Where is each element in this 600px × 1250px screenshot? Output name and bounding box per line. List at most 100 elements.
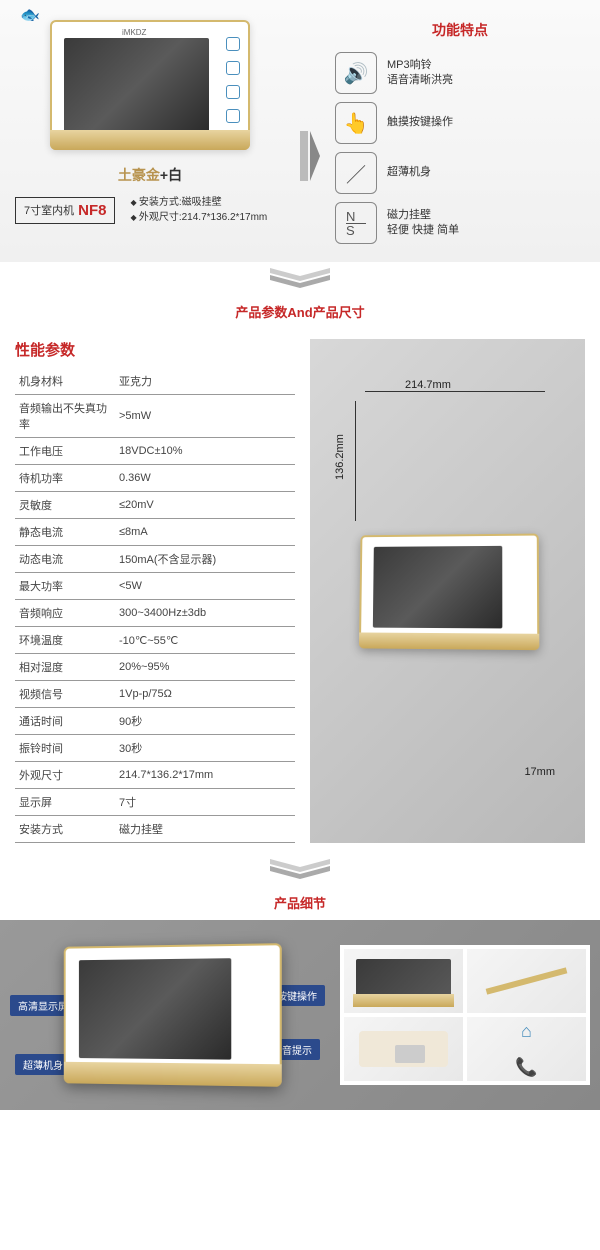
spec-value: -10℃~55℃ bbox=[115, 627, 295, 654]
spec-value: 30秒 bbox=[115, 735, 295, 762]
spec-key: 静态电流 bbox=[15, 519, 115, 546]
spec-table: 机身材料亚克力音频输出不失真功率>5mW工作电压18VDC±10%待机功率0.3… bbox=[15, 368, 295, 843]
detail-cell-front bbox=[344, 949, 463, 1013]
spec-row: 最大功率<5W bbox=[15, 573, 295, 600]
feature-icon: ／ bbox=[335, 152, 377, 194]
spec-value: 1Vp-p/75Ω bbox=[115, 681, 295, 708]
spec-key: 最大功率 bbox=[15, 573, 115, 600]
spec-table-column: 性能参数 机身材料亚克力音频输出不失真功率>5mW工作电压18VDC±10%待机… bbox=[15, 339, 295, 843]
spec-key: 视频信号 bbox=[15, 681, 115, 708]
details-section: 高清显示屏 超薄机身 按键操作 语音提示 ⌂ bbox=[0, 920, 600, 1110]
model-row: 7寸室内机 NF8 安装方式:磁吸挂壁 外观尺寸:214.7*136.2*17m… bbox=[15, 195, 285, 225]
chevron-divider bbox=[0, 262, 600, 294]
spec-row: 动态电流150mA(不含显示器) bbox=[15, 546, 295, 573]
section-title-details: 产品细节 bbox=[0, 885, 600, 920]
spec-key: 音频输出不失真功率 bbox=[15, 395, 115, 438]
feature-item: NS 磁力挂壁轻便 快捷 简单 bbox=[335, 202, 585, 244]
phone-icon: 📞 bbox=[515, 1057, 537, 1078]
device-screen bbox=[64, 38, 209, 133]
spec-value: 18VDC±10% bbox=[115, 438, 295, 465]
device-logo: iMKDZ bbox=[122, 28, 146, 37]
feature-icon: NS bbox=[335, 202, 377, 244]
spec-value: >5mW bbox=[115, 395, 295, 438]
spec-row: 待机功率0.36W bbox=[15, 465, 295, 492]
section-title-specs: 产品参数And产品尺寸 bbox=[0, 294, 600, 329]
spec-row: 静态电流≤8mA bbox=[15, 519, 295, 546]
spec-key: 灵敏度 bbox=[15, 492, 115, 519]
spec-row: 音频输出不失真功率>5mW bbox=[15, 395, 295, 438]
spec-row: 机身材料亚克力 bbox=[15, 368, 295, 395]
feature-text: 触摸按键操作 bbox=[387, 115, 453, 130]
spec-row: 视频信号1Vp-p/75Ω bbox=[15, 681, 295, 708]
spec-value: 90秒 bbox=[115, 708, 295, 735]
detail-cell-icons: ⌂ 📞 bbox=[467, 1017, 586, 1081]
dim-depth-label: 17mm bbox=[524, 766, 555, 778]
spec-key: 动态电流 bbox=[15, 546, 115, 573]
spec-row: 通话时间90秒 bbox=[15, 708, 295, 735]
spec-table-title: 性能参数 bbox=[15, 339, 295, 360]
detail-hero: 高清显示屏 超薄机身 按键操作 语音提示 bbox=[10, 945, 330, 1085]
callout-thin: 超薄机身 bbox=[15, 1054, 71, 1075]
hero-section: 🐟 iMKDZ 土豪金+白 7寸室内机 NF8 安装方式:磁吸挂壁 外观尺寸:2… bbox=[0, 0, 600, 262]
spec-key: 相对湿度 bbox=[15, 654, 115, 681]
spec-row: 灵敏度≤20mV bbox=[15, 492, 295, 519]
chevron-divider-2 bbox=[0, 853, 600, 885]
mini-specs: 安装方式:磁吸挂壁 外观尺寸:214.7*136.2*17mm bbox=[130, 195, 267, 225]
model-badge: 7寸室内机 NF8 bbox=[15, 197, 115, 224]
spec-key: 音频响应 bbox=[15, 600, 115, 627]
feature-icon: 👆 bbox=[335, 102, 377, 144]
feature-text: MP3响铃语音清晰洪亮 bbox=[387, 58, 453, 89]
spec-value: 0.36W bbox=[115, 465, 295, 492]
spec-value: 7寸 bbox=[115, 789, 295, 816]
spec-value: 磁力挂壁 bbox=[115, 816, 295, 843]
spec-row: 安装方式磁力挂壁 bbox=[15, 816, 295, 843]
spec-value: ≤20mV bbox=[115, 492, 295, 519]
detail-cell-side bbox=[467, 949, 586, 1013]
feature-item: 🔊 MP3响铃语音清晰洪亮 bbox=[335, 52, 585, 94]
specs-section: 性能参数 机身材料亚克力音频输出不失真功率>5mW工作电压18VDC±10%待机… bbox=[0, 329, 600, 853]
detail-device bbox=[64, 943, 282, 1087]
features-title: 功能特点 bbox=[335, 20, 585, 40]
spec-row: 振铃时间30秒 bbox=[15, 735, 295, 762]
spec-row: 音频响应300~3400Hz±3db bbox=[15, 600, 295, 627]
spec-key: 显示屏 bbox=[15, 789, 115, 816]
feature-text: 磁力挂壁轻便 快捷 简单 bbox=[387, 208, 459, 239]
spec-key: 安装方式 bbox=[15, 816, 115, 843]
spec-row: 环境温度-10℃~55℃ bbox=[15, 627, 295, 654]
spec-key: 外观尺寸 bbox=[15, 762, 115, 789]
detail-grid: ⌂ 📞 bbox=[340, 945, 590, 1085]
spec-key: 待机功率 bbox=[15, 465, 115, 492]
spec-key: 环境温度 bbox=[15, 627, 115, 654]
spec-row: 工作电压18VDC±10% bbox=[15, 438, 295, 465]
dim-width-label: 214.7mm bbox=[405, 379, 451, 391]
feature-icon: 🔊 bbox=[335, 52, 377, 94]
feature-item: 👆 触摸按键操作 bbox=[335, 102, 585, 144]
spec-value: 214.7*136.2*17mm bbox=[115, 762, 295, 789]
dims-device bbox=[358, 533, 538, 650]
dimensions-image: 214.7mm 136.2mm 17mm bbox=[310, 339, 585, 843]
spec-row: 显示屏7寸 bbox=[15, 789, 295, 816]
spec-value: <5W bbox=[115, 573, 295, 600]
color-label: 土豪金+白 bbox=[118, 165, 182, 185]
spec-value: 300~3400Hz±3db bbox=[115, 600, 295, 627]
spec-value: ≤8mA bbox=[115, 519, 295, 546]
spec-value: 亚克力 bbox=[115, 368, 295, 395]
arrow-separator bbox=[300, 60, 320, 252]
home-icon: ⌂ bbox=[521, 1021, 532, 1042]
spec-key: 机身材料 bbox=[15, 368, 115, 395]
product-image: iMKDZ bbox=[50, 20, 250, 150]
spec-row: 外观尺寸214.7*136.2*17mm bbox=[15, 762, 295, 789]
decoration-icon: 🐟 bbox=[20, 5, 40, 25]
detail-cell-back bbox=[344, 1017, 463, 1081]
spec-key: 工作电压 bbox=[15, 438, 115, 465]
feature-item: ／ 超薄机身 bbox=[335, 152, 585, 194]
spec-key: 振铃时间 bbox=[15, 735, 115, 762]
spec-value: 150mA(不含显示器) bbox=[115, 546, 295, 573]
feature-text: 超薄机身 bbox=[387, 165, 431, 180]
product-column: iMKDZ 土豪金+白 7寸室内机 NF8 安装方式:磁吸挂壁 外观尺寸:214… bbox=[15, 20, 285, 252]
dim-height-label: 136.2mm bbox=[334, 434, 346, 480]
spec-row: 相对湿度20%~95% bbox=[15, 654, 295, 681]
spec-key: 通话时间 bbox=[15, 708, 115, 735]
features-column: 功能特点 🔊 MP3响铃语音清晰洪亮 👆 触摸按键操作 ／ 超薄机身 NS 磁力挂壁轻便 快捷… bbox=[335, 20, 585, 252]
spec-value: 20%~95% bbox=[115, 654, 295, 681]
